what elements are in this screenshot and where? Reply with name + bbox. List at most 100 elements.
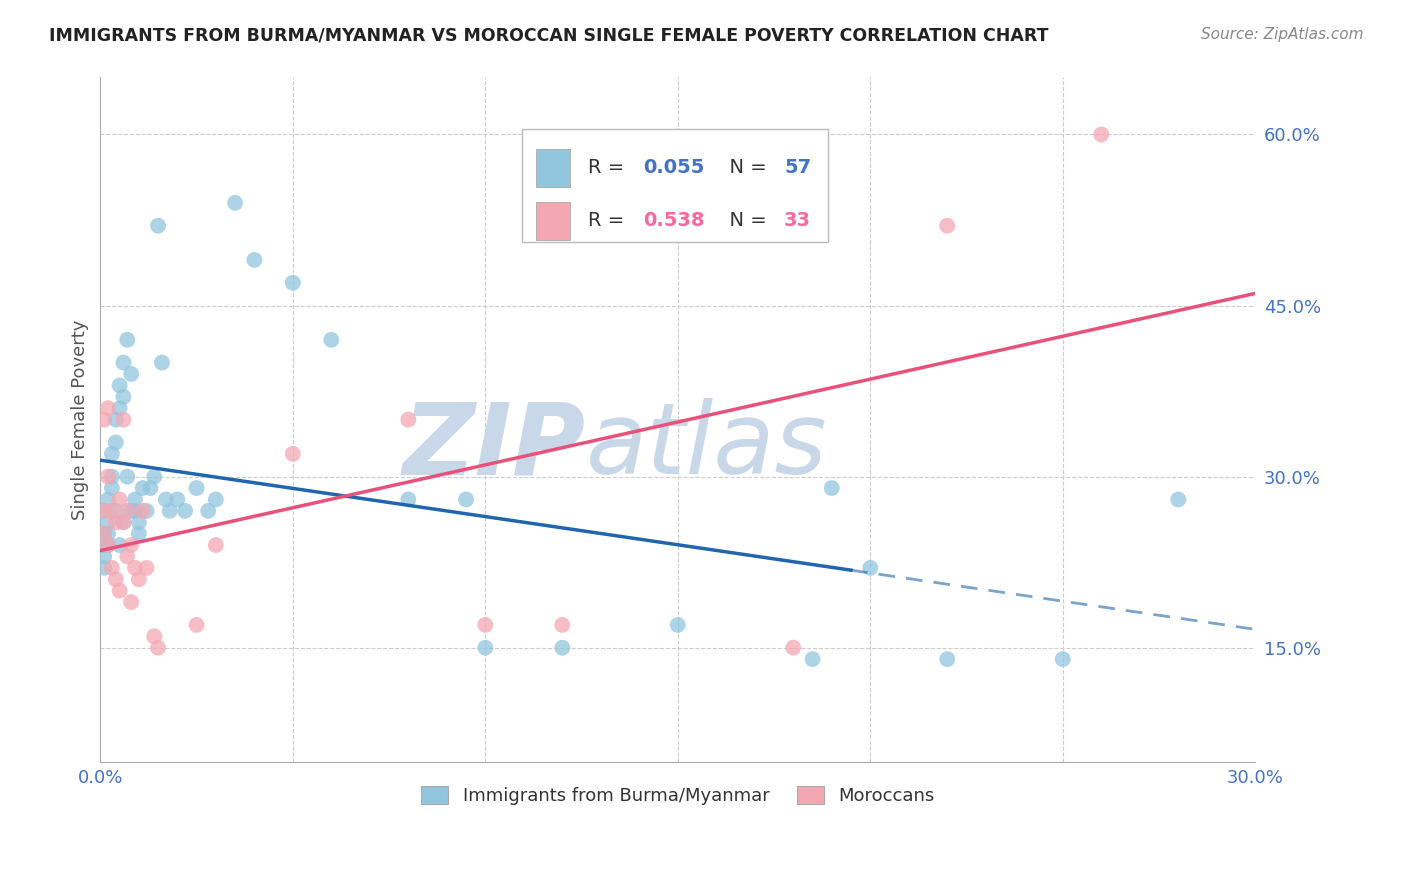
Point	[101, 481, 124, 495]
Point	[120, 504, 142, 518]
Point	[159, 504, 181, 518]
Text: 0.538: 0.538	[643, 211, 704, 230]
Text: atlas: atlas	[585, 399, 827, 495]
Point	[120, 595, 142, 609]
Point	[135, 504, 157, 518]
Point	[120, 538, 142, 552]
Point	[93, 549, 115, 564]
Point	[97, 526, 120, 541]
Point	[112, 515, 135, 529]
Text: N =: N =	[717, 211, 773, 230]
Point	[205, 538, 228, 552]
Point	[93, 526, 115, 541]
Point	[146, 640, 169, 655]
Point	[143, 469, 166, 483]
Point	[1052, 652, 1074, 666]
Point	[117, 504, 139, 518]
Point	[124, 492, 146, 507]
FancyBboxPatch shape	[536, 149, 571, 186]
FancyBboxPatch shape	[536, 202, 571, 240]
Point	[197, 504, 219, 518]
Point	[117, 469, 139, 483]
Point	[124, 504, 146, 518]
Text: 57: 57	[785, 159, 811, 178]
Point	[454, 492, 477, 507]
Point	[143, 629, 166, 643]
Point	[128, 515, 150, 529]
Point	[281, 276, 304, 290]
Point	[551, 640, 574, 655]
Point	[782, 640, 804, 655]
Point	[396, 492, 419, 507]
Point	[93, 412, 115, 426]
Point	[97, 492, 120, 507]
Point	[396, 412, 419, 426]
Point	[281, 447, 304, 461]
Point	[186, 618, 208, 632]
Point	[117, 549, 139, 564]
Point	[131, 481, 153, 495]
Point	[101, 447, 124, 461]
Point	[97, 401, 120, 416]
Point	[166, 492, 188, 507]
Point	[97, 469, 120, 483]
Point	[936, 652, 959, 666]
Point	[112, 412, 135, 426]
Point	[108, 401, 131, 416]
Point	[155, 492, 177, 507]
Point	[224, 195, 246, 210]
Point	[1090, 128, 1112, 142]
Point	[124, 561, 146, 575]
Point	[93, 561, 115, 575]
Point	[93, 538, 115, 552]
Point	[146, 219, 169, 233]
Point	[101, 561, 124, 575]
Point	[551, 618, 574, 632]
Point	[128, 526, 150, 541]
Point	[186, 481, 208, 495]
Point	[321, 333, 343, 347]
Point	[97, 538, 120, 552]
Y-axis label: Single Female Poverty: Single Female Poverty	[72, 319, 89, 520]
Point	[104, 435, 127, 450]
Point	[104, 504, 127, 518]
Point	[131, 504, 153, 518]
Point	[104, 515, 127, 529]
Text: R =: R =	[588, 159, 630, 178]
Point	[801, 652, 824, 666]
Point	[474, 618, 496, 632]
Point	[97, 538, 120, 552]
Point	[112, 515, 135, 529]
Text: 33: 33	[785, 211, 811, 230]
Point	[150, 355, 173, 369]
Point	[104, 412, 127, 426]
FancyBboxPatch shape	[522, 128, 828, 242]
Point	[112, 390, 135, 404]
Text: IMMIGRANTS FROM BURMA/MYANMAR VS MOROCCAN SINGLE FEMALE POVERTY CORRELATION CHAR: IMMIGRANTS FROM BURMA/MYANMAR VS MOROCCA…	[49, 27, 1049, 45]
Point	[108, 492, 131, 507]
Point	[93, 504, 115, 518]
Point	[128, 572, 150, 586]
Text: 0.055: 0.055	[643, 159, 704, 178]
Point	[101, 504, 124, 518]
Point	[205, 492, 228, 507]
Text: N =: N =	[717, 159, 773, 178]
Text: Source: ZipAtlas.com: Source: ZipAtlas.com	[1201, 27, 1364, 42]
Point	[666, 618, 689, 632]
Text: R =: R =	[588, 211, 630, 230]
Point	[936, 219, 959, 233]
Point	[120, 367, 142, 381]
Text: ZIP: ZIP	[402, 399, 585, 495]
Point	[108, 378, 131, 392]
Point	[117, 333, 139, 347]
Point	[859, 561, 882, 575]
Point	[243, 252, 266, 267]
Point	[135, 561, 157, 575]
Point	[139, 481, 162, 495]
Point	[104, 572, 127, 586]
Legend: Immigrants from Burma/Myanmar, Moroccans: Immigrants from Burma/Myanmar, Moroccans	[412, 777, 943, 814]
Point	[108, 583, 131, 598]
Point	[821, 481, 844, 495]
Point	[93, 504, 115, 518]
Point	[97, 515, 120, 529]
